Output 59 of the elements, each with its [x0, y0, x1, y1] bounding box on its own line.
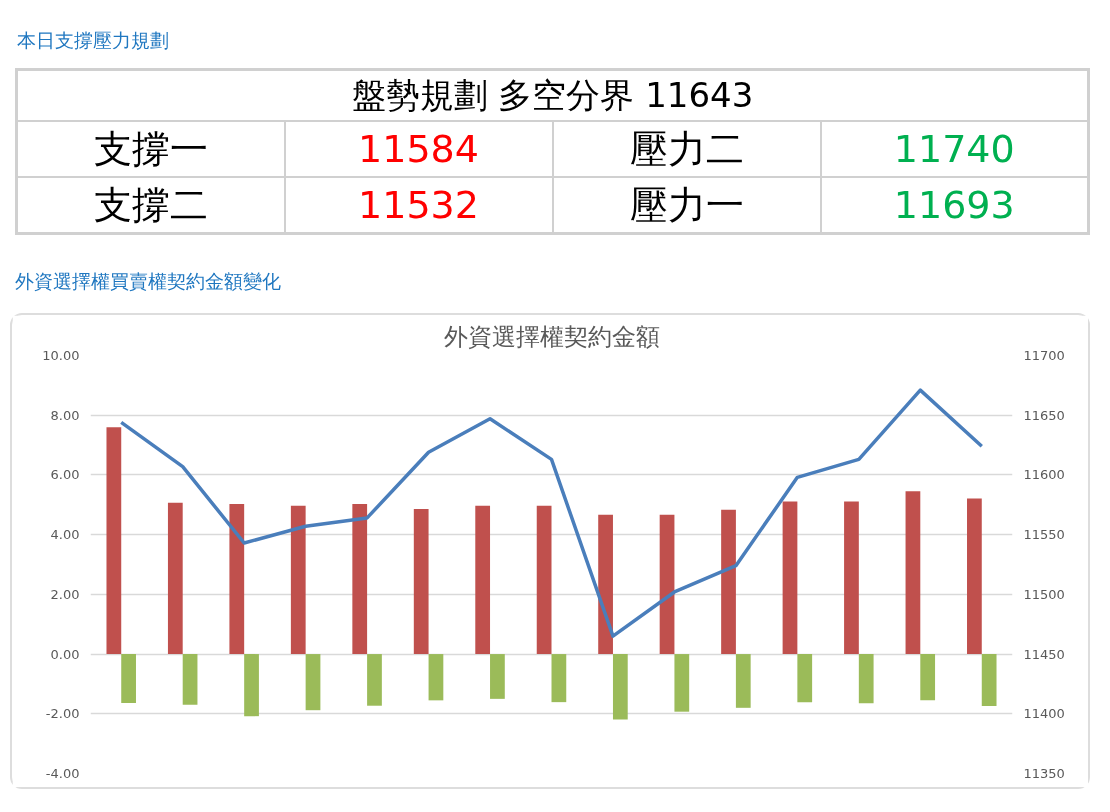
- y-tick-label: -4.00: [45, 766, 80, 781]
- bar: [305, 654, 321, 711]
- text: 支撐二: [16, 176, 285, 234]
- bar: [428, 654, 444, 701]
- text: 盤勢規劃 多空分界 11643: [16, 69, 1089, 121]
- bar: [290, 505, 306, 655]
- bar: [612, 654, 628, 720]
- bar: [551, 654, 567, 703]
- line-series: [119, 388, 984, 638]
- y2-tick-label: 11650: [1023, 407, 1065, 423]
- y2-tick-label: 11600: [1023, 467, 1065, 483]
- bar: [106, 427, 122, 655]
- bar: [920, 654, 936, 701]
- y-tick-label: 4.00: [50, 527, 80, 543]
- bar: [721, 509, 736, 655]
- y2-tick-label: 11500: [1023, 586, 1065, 602]
- bar: [981, 654, 997, 707]
- bar: [659, 514, 675, 655]
- bar: [598, 514, 613, 655]
- bar: [367, 654, 382, 706]
- bar: [858, 654, 874, 704]
- bar: [735, 654, 751, 708]
- text: 11693: [820, 176, 1089, 234]
- bar: [782, 501, 798, 655]
- bar: [229, 503, 245, 655]
- bar: [167, 502, 183, 655]
- bar: [674, 654, 690, 712]
- y2-tick-label: 11450: [1023, 646, 1065, 662]
- bar: [413, 508, 429, 655]
- bar: [905, 491, 921, 655]
- text: 11740: [820, 120, 1089, 177]
- bar: [352, 503, 368, 655]
- bar: [182, 654, 198, 705]
- y2-tick-label: 11400: [1023, 706, 1065, 722]
- y-tick-label: 6.00: [50, 467, 80, 483]
- y2-tick-label: 11700: [1023, 348, 1065, 363]
- text: 本日支撐壓力規劃: [17, 28, 170, 53]
- bar: [475, 505, 491, 655]
- y2-tick-label: 11350: [1023, 766, 1065, 781]
- text: 壓力一: [552, 176, 821, 234]
- bar: [121, 654, 136, 704]
- bar: [967, 498, 982, 655]
- text: 11532: [284, 176, 553, 234]
- y-tick-label: 8.00: [50, 407, 80, 423]
- text: 壓力二: [552, 120, 821, 177]
- y-tick-label: -2.00: [45, 706, 80, 722]
- bar: [536, 505, 552, 655]
- bar: [490, 654, 505, 699]
- y-tick-label: 2.00: [50, 586, 80, 602]
- text: 支撐一: [16, 120, 285, 177]
- bar: [844, 501, 859, 655]
- chart-title: 外資選擇權買賣權契約金額變化: [14, 269, 281, 294]
- y-tick-label: 10.00: [42, 348, 80, 363]
- bar: [244, 654, 259, 717]
- chart-subtitle: 外資選擇權契約金額: [443, 322, 660, 351]
- text: 11584: [284, 120, 553, 177]
- y2-tick-label: 11550: [1023, 527, 1065, 543]
- y-tick-label: 0.00: [50, 646, 80, 662]
- bar: [797, 654, 813, 703]
